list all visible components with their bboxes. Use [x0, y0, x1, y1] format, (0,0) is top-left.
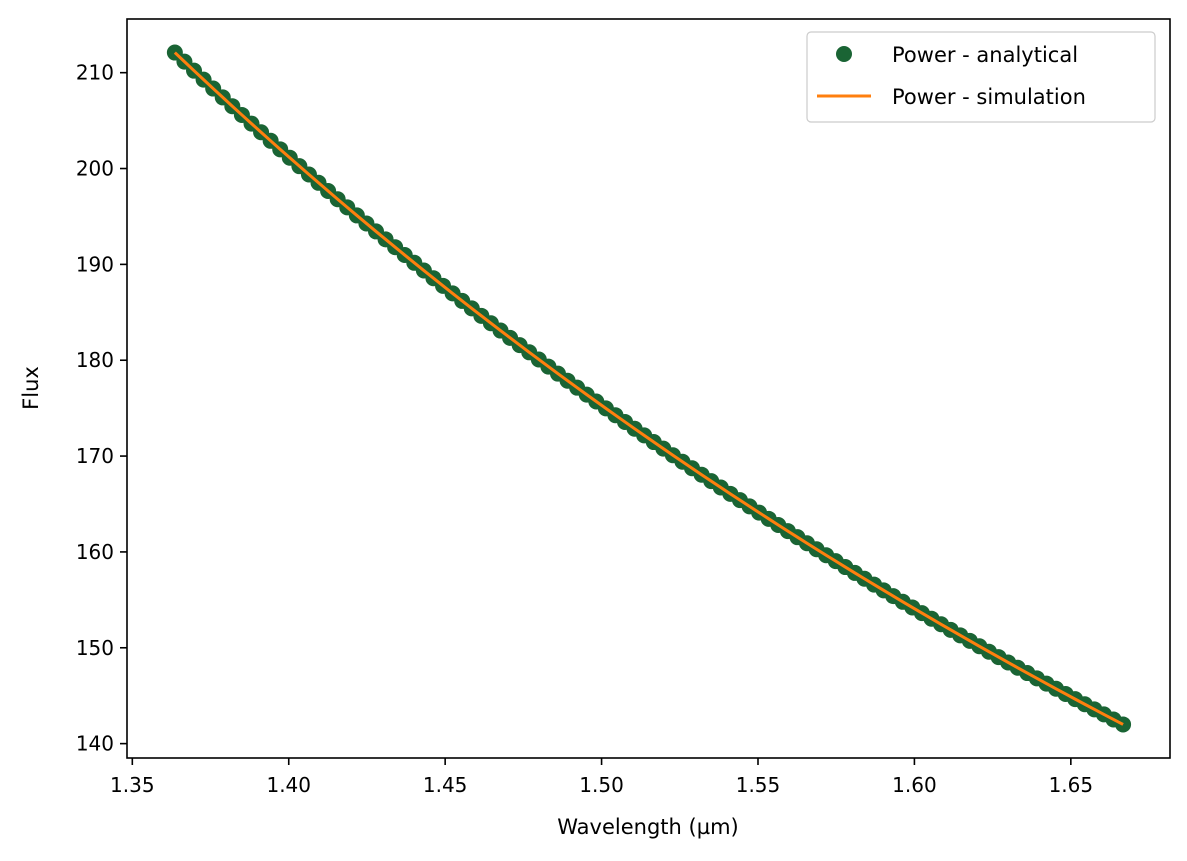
y-tick-label: 160 [76, 540, 114, 564]
y-tick-label: 150 [76, 636, 114, 660]
x-tick-label: 1.55 [736, 773, 781, 797]
x-tick-label: 1.45 [423, 773, 468, 797]
x-tick-label: 1.65 [1049, 773, 1094, 797]
legend-label-analytical: Power - analytical [892, 43, 1078, 67]
legend-label-simulation: Power - simulation [892, 85, 1086, 109]
x-axis-ticks: 1.35 1.40 1.45 1.50 1.55 1.60 1.65 [110, 758, 1093, 797]
y-tick-label: 140 [76, 732, 114, 756]
y-tick-label: 190 [76, 252, 114, 276]
axes-layer [126, 18, 1171, 759]
plot-layer [166, 44, 1132, 733]
x-tick-label: 1.60 [892, 773, 937, 797]
y-tick-label: 180 [76, 348, 114, 372]
legend-box [806, 31, 1156, 123]
legend-marker-analytical [836, 46, 852, 62]
y-axis-ticks: 140 150 160 170 180 190 200 210 [76, 61, 127, 756]
x-tick-label: 1.50 [579, 773, 624, 797]
x-tick-label: 1.35 [110, 773, 155, 797]
x-axis-label: Wavelength (µm) [557, 815, 738, 839]
y-tick-label: 170 [76, 444, 114, 468]
plot-frame [126, 18, 1171, 759]
y-tick-label: 210 [76, 61, 114, 85]
x-tick-label: 1.40 [266, 773, 311, 797]
simulation-line [173, 51, 1124, 726]
legend: Power - analytical Power - simulation [806, 31, 1156, 123]
y-tick-label: 200 [76, 157, 114, 181]
y-axis-label: Flux [19, 366, 43, 410]
